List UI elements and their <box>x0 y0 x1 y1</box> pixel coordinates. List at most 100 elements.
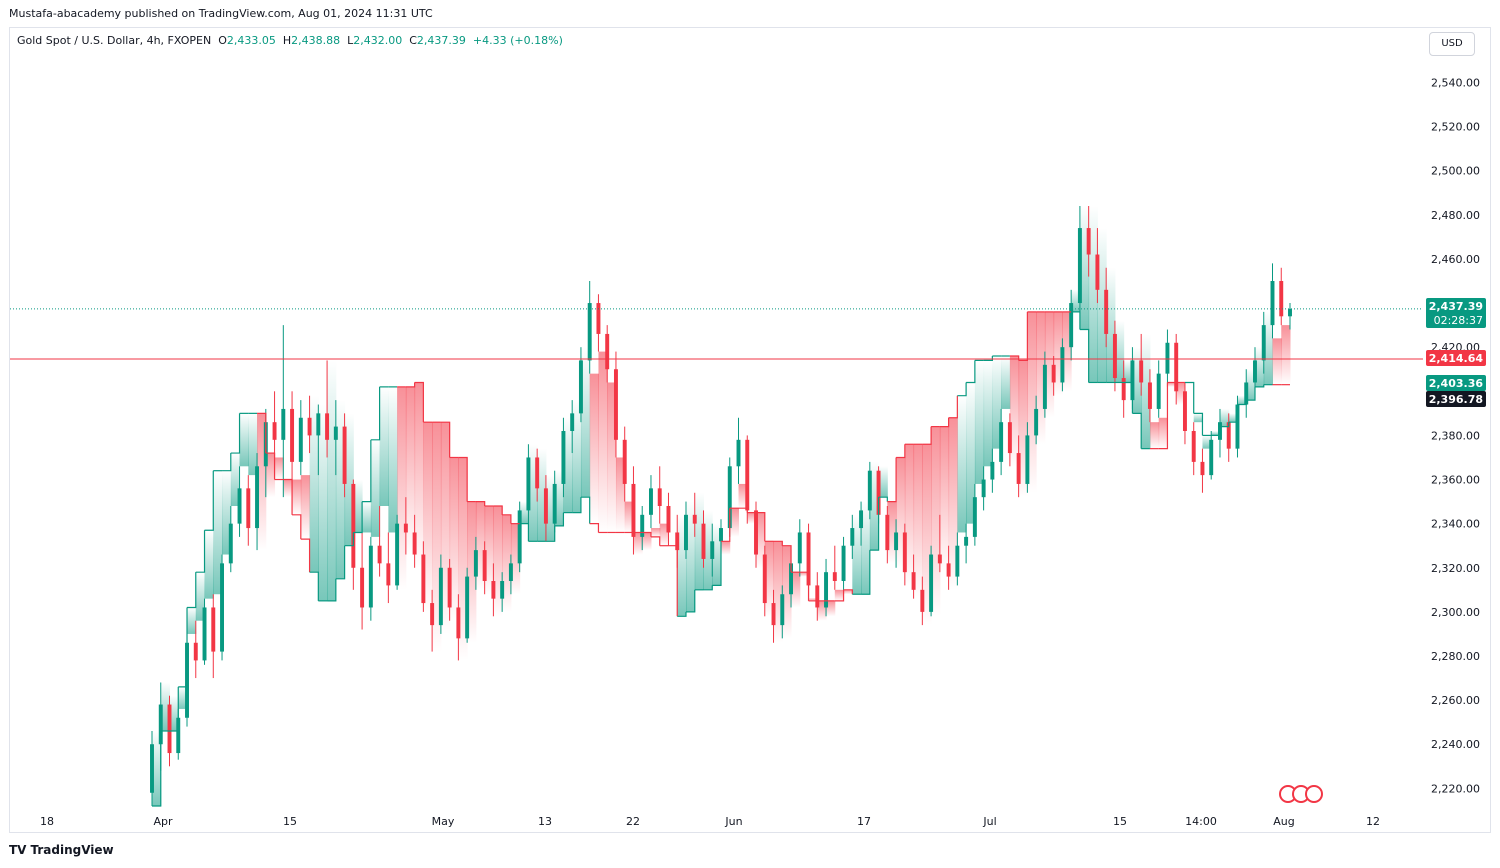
price-tag[interactable]: 2,396.78 <box>1426 391 1486 407</box>
candle[interactable] <box>972 483 977 546</box>
candle[interactable] <box>228 506 233 573</box>
candle[interactable] <box>824 558 829 617</box>
candle[interactable] <box>648 475 653 529</box>
us-flag-icon[interactable] <box>1305 785 1323 803</box>
candle[interactable] <box>832 545 837 590</box>
candle[interactable] <box>1270 263 1275 339</box>
candle[interactable] <box>193 620 198 679</box>
candle[interactable] <box>859 501 864 546</box>
candle[interactable] <box>272 391 277 458</box>
candle[interactable] <box>1139 333 1144 396</box>
candle[interactable] <box>202 598 207 665</box>
candle[interactable] <box>220 554 225 661</box>
candle[interactable] <box>920 576 925 626</box>
candle[interactable] <box>946 545 951 590</box>
candle[interactable] <box>631 466 636 555</box>
candle[interactable] <box>482 541 487 595</box>
candle[interactable] <box>1051 356 1056 396</box>
price-tag[interactable]: 2,414.64 <box>1426 350 1486 366</box>
candle[interactable] <box>955 532 960 586</box>
footer-brand[interactable]: TV TradingView <box>9 843 114 857</box>
candle[interactable] <box>386 532 391 604</box>
candle[interactable] <box>307 395 312 454</box>
candle[interactable] <box>1200 448 1205 493</box>
candle[interactable] <box>421 541 426 612</box>
candle[interactable] <box>1025 422 1030 493</box>
candle[interactable] <box>150 731 154 806</box>
candle[interactable] <box>1034 395 1039 445</box>
candle[interactable] <box>578 347 583 423</box>
candle[interactable] <box>508 554 513 595</box>
candle[interactable] <box>1182 382 1187 445</box>
candle[interactable] <box>867 461 872 520</box>
candle[interactable] <box>1279 267 1284 326</box>
candle[interactable] <box>937 514 942 573</box>
candle[interactable] <box>316 404 321 476</box>
candle[interactable] <box>517 501 522 573</box>
candle[interactable] <box>885 506 890 564</box>
candle[interactable] <box>1007 413 1012 467</box>
candle[interactable] <box>605 325 610 383</box>
candle[interactable] <box>290 391 295 480</box>
candle[interactable] <box>902 523 907 586</box>
candle[interactable] <box>1077 206 1082 312</box>
candle[interactable] <box>526 444 531 524</box>
candle[interactable] <box>850 514 855 559</box>
candle[interactable] <box>561 417 566 498</box>
candle[interactable] <box>1261 311 1266 374</box>
candle[interactable] <box>1226 413 1231 462</box>
candle[interactable] <box>543 475 548 542</box>
candle[interactable] <box>692 492 697 537</box>
candle[interactable] <box>246 475 251 546</box>
candle[interactable] <box>465 567 470 643</box>
candle[interactable] <box>666 492 671 546</box>
event-markers[interactable] <box>1279 785 1323 803</box>
candle[interactable] <box>211 594 216 679</box>
candle[interactable] <box>815 572 820 621</box>
candle[interactable] <box>377 506 382 577</box>
price-tag[interactable]: 2,403.36 <box>1426 375 1486 391</box>
candle[interactable] <box>500 572 505 612</box>
candle[interactable] <box>438 554 443 634</box>
candle[interactable] <box>447 558 452 621</box>
candle[interactable] <box>780 585 785 639</box>
candle[interactable] <box>990 448 995 493</box>
candle[interactable] <box>491 563 496 617</box>
candle[interactable] <box>762 545 767 617</box>
candle[interactable] <box>255 453 260 551</box>
candle[interactable] <box>535 448 540 502</box>
candle[interactable] <box>911 554 916 599</box>
candle[interactable] <box>964 523 969 564</box>
candle[interactable] <box>1288 303 1292 330</box>
candle[interactable] <box>981 466 986 511</box>
candle[interactable] <box>1069 289 1074 361</box>
candle[interactable] <box>613 351 618 458</box>
currency-button[interactable]: USD <box>1429 32 1475 56</box>
candle[interactable] <box>456 594 461 661</box>
candle[interactable] <box>342 413 347 498</box>
candle[interactable] <box>430 589 435 652</box>
candle[interactable] <box>1016 435 1021 498</box>
candle[interactable] <box>1121 360 1126 418</box>
candle[interactable] <box>1209 431 1214 480</box>
candle[interactable] <box>237 466 242 537</box>
candle[interactable] <box>736 417 741 484</box>
candle[interactable] <box>298 400 303 476</box>
candle[interactable] <box>395 514 400 590</box>
candle[interactable] <box>368 536 373 621</box>
candle[interactable] <box>1095 228 1100 304</box>
candle[interactable] <box>360 532 365 630</box>
candle[interactable] <box>570 400 575 454</box>
candle[interactable] <box>281 325 286 498</box>
candle[interactable] <box>684 501 688 559</box>
candle[interactable] <box>701 510 706 568</box>
candle[interactable] <box>473 536 478 590</box>
candle[interactable] <box>771 589 776 643</box>
candle[interactable] <box>1174 333 1179 405</box>
candle[interactable] <box>1112 320 1117 392</box>
candle[interactable] <box>1244 369 1249 418</box>
candle[interactable] <box>596 294 601 352</box>
candle[interactable] <box>403 497 408 555</box>
